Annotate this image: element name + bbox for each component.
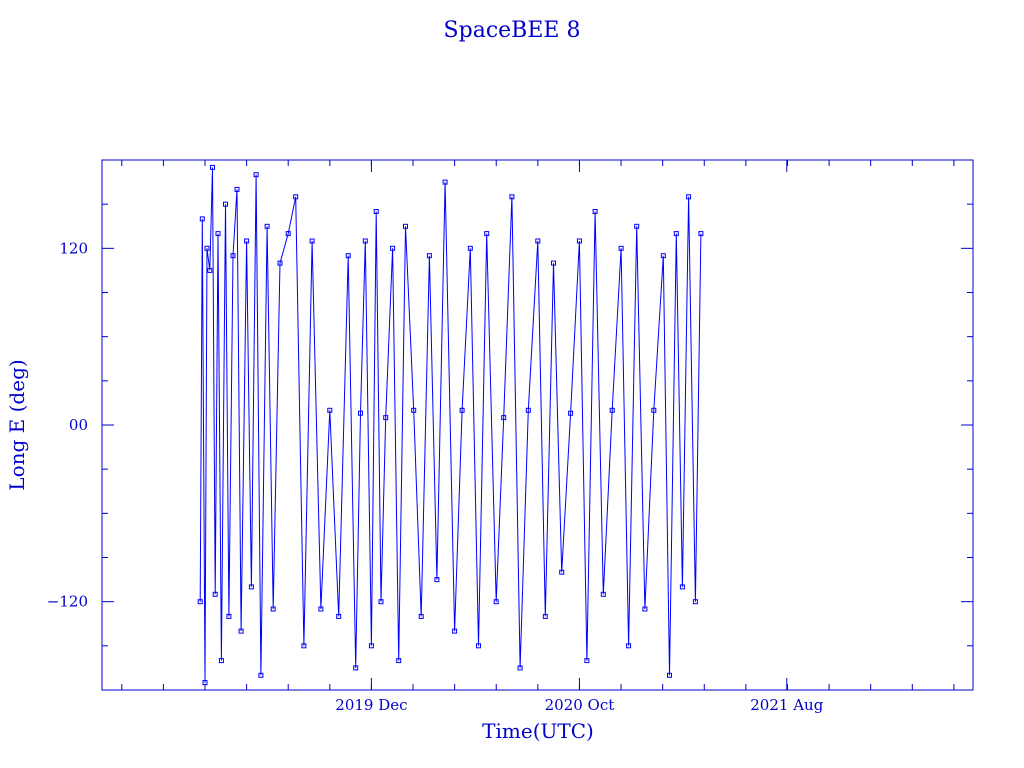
data-point [452,628,458,634]
data-point [345,253,351,259]
tick-labels: 120 00 −120 2019 Dec 2020 Oct 2021 Aug [47,239,824,714]
y-tick-label: −120 [47,593,88,611]
data-point [204,245,210,251]
data-point [626,643,632,649]
data-point [418,613,424,619]
data-point [403,223,408,229]
data-point [373,209,379,214]
data-point [667,672,672,678]
data-point [535,238,541,244]
data-point [618,245,624,251]
plot-area [197,164,704,686]
major-ticks [102,160,973,690]
data-point [210,164,215,170]
data-point [592,209,598,214]
data-point [642,606,648,612]
data-point [411,407,417,413]
data-point [698,231,704,237]
data-point [600,591,606,597]
data-point [651,407,657,413]
data-point [223,201,228,207]
data-point [559,569,565,575]
data-point [686,194,692,200]
data-point [327,407,333,413]
data-point [493,599,499,605]
data-point [660,253,666,259]
y-tick-label: 00 [69,416,88,434]
data-point [301,643,307,649]
data-point [230,253,236,259]
data-point [501,415,507,421]
x-axis-label: Time(UTC) [482,719,594,743]
data-point [396,658,402,664]
data-point [264,223,270,229]
data-point [692,599,698,605]
data-point [609,407,615,413]
data-point [258,672,264,678]
data-point [576,238,582,244]
data-point [234,186,240,192]
data-point [199,216,205,222]
data-point [244,238,250,244]
data-point [484,231,490,237]
data-point [318,606,324,612]
data-point [584,658,590,664]
data-point [442,179,448,185]
data-point [390,245,396,251]
data-point [270,606,276,612]
x-tick-label: 2021 Aug [750,696,823,714]
data-point [362,238,368,244]
data-point [551,260,556,266]
data-point [378,599,384,605]
series-line [199,167,702,683]
y-tick-label: 120 [59,239,88,257]
data-point [476,643,481,649]
data-point [383,415,389,421]
data-point [509,194,515,200]
data-point [197,599,203,605]
data-point [248,584,254,590]
data-point [277,260,283,266]
data-point [253,172,259,178]
data-point [434,577,440,583]
data-point [336,613,342,619]
data-point [353,665,359,671]
data-point [426,253,432,259]
data-point [467,245,473,251]
data-point [679,584,685,590]
data-point [202,680,208,686]
data-point [212,591,218,597]
data-point [207,267,213,273]
data-point [293,194,299,200]
data-point [226,613,232,619]
data-point [358,410,363,416]
data-point [215,231,221,237]
data-point [542,613,548,619]
data-point [673,231,679,237]
data-point [218,658,224,664]
minor-ticks [102,160,973,690]
data-point [459,407,465,413]
data-point [285,231,291,237]
y-axis-label: Long E (deg) [5,359,29,490]
x-tick-label: 2020 Oct [545,696,615,714]
data-point [517,665,523,671]
data-point [568,410,574,416]
data-point [368,643,374,649]
data-point [525,407,531,413]
x-tick-label: 2019 Dec [335,696,407,714]
data-point [309,238,315,244]
chart-title: SpaceBEE 8 [444,18,581,43]
data-point [238,628,244,634]
data-point [634,223,640,229]
